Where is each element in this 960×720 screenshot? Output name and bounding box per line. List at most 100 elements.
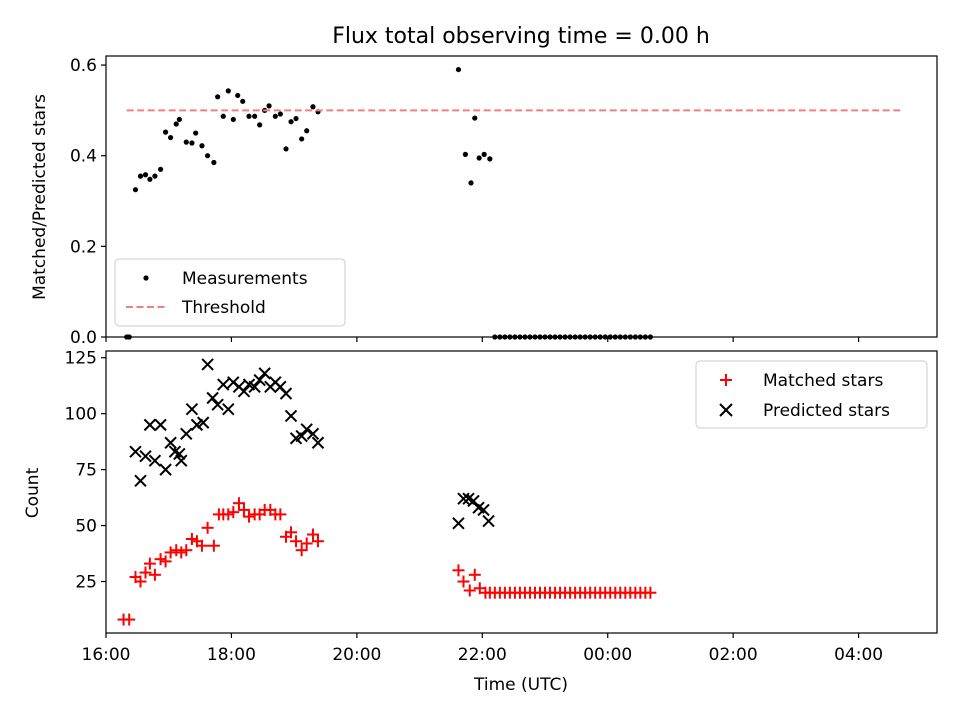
bottom-plot-area xyxy=(117,358,657,626)
bottom-x-tick-label: 16:00 xyxy=(82,645,131,665)
matched-stars-point xyxy=(644,586,657,599)
top-plot-frame xyxy=(105,55,938,338)
bottom-x-axis: 16:00 18:00 20:00 22:00 00:00 02:00 04:00 xyxy=(82,633,883,665)
measurements-point xyxy=(215,94,221,100)
matched-stars-point xyxy=(148,568,161,581)
top-y-tick-label: 0.4 xyxy=(70,147,97,167)
matched-stars-point xyxy=(463,584,476,597)
predicted-stars-point xyxy=(237,385,251,398)
predicted-stars-point xyxy=(248,380,261,394)
matched-stars-point xyxy=(134,575,147,588)
measurements-point xyxy=(283,146,289,152)
measurements-point xyxy=(246,113,252,119)
legend-matched-marker xyxy=(720,374,732,386)
predicted-stars-point xyxy=(457,492,470,505)
measurements-point xyxy=(462,151,468,157)
measurements-point xyxy=(277,111,283,117)
predicted-stars-point xyxy=(295,429,308,443)
top-y-tick-label: 0.6 xyxy=(70,56,97,76)
measurements-point xyxy=(147,176,153,182)
legend-predicted-marker xyxy=(719,403,733,417)
measurements-point xyxy=(230,116,236,123)
predicted-stars-point xyxy=(148,454,162,467)
measurements-point xyxy=(476,155,482,161)
measurements-point xyxy=(225,88,231,94)
matched-stars-point xyxy=(452,564,465,577)
predicted-stars-point xyxy=(467,494,480,508)
matched-stars-point xyxy=(285,526,298,539)
predicted-stars-point xyxy=(134,474,147,488)
measurements-point xyxy=(211,159,217,166)
bottom-y-axis: 25 50 75 100 125 xyxy=(65,349,106,593)
measurements-point xyxy=(468,180,474,186)
measurements-point xyxy=(137,173,144,179)
predicted-stars-point xyxy=(143,418,157,432)
measurements-point xyxy=(272,113,278,119)
matched-stars-point xyxy=(143,557,156,570)
measurements-point xyxy=(304,128,310,134)
matched-stars-point xyxy=(468,568,481,581)
measurements-point xyxy=(293,115,299,122)
predicted-stars-point xyxy=(300,423,313,436)
legend-measurements-label: Measurements xyxy=(182,269,308,289)
matched-stars-point xyxy=(290,535,303,548)
top-y-axis: 0.0 0.2 0.4 0.6 xyxy=(70,56,106,348)
matched-stars-point xyxy=(195,539,208,552)
legend-threshold-label: Threshold xyxy=(181,298,266,318)
bottom-x-tick-label: 00:00 xyxy=(583,645,632,665)
matched-stars-point xyxy=(295,544,308,557)
bottom-legend-box xyxy=(695,360,928,429)
bottom-y-tick-label: 125 xyxy=(65,349,97,369)
predicted-stars-point xyxy=(159,463,172,476)
predicted-stars-point xyxy=(164,436,177,449)
measurements-point xyxy=(157,166,164,172)
measurements-point xyxy=(183,139,189,145)
measurements-point xyxy=(220,113,226,119)
top-x-axis xyxy=(105,337,860,342)
matched-stars-point xyxy=(164,546,177,559)
measurements-point xyxy=(152,173,158,179)
matched-stars-point xyxy=(175,546,188,559)
matched-stars-point xyxy=(123,613,136,626)
measurements-point xyxy=(481,151,487,157)
measurements-point xyxy=(257,122,263,128)
measurements-point xyxy=(205,153,211,159)
predicted-stars-point xyxy=(129,445,142,458)
measurements-point xyxy=(288,119,294,125)
legend-measurements-marker xyxy=(143,275,149,281)
matched-stars-point xyxy=(306,528,319,541)
measurements-point xyxy=(455,66,462,73)
bottom-x-tick-label: 20:00 xyxy=(332,645,381,665)
matched-stars-point xyxy=(232,497,245,510)
bottom-y-tick-label: 100 xyxy=(65,405,97,425)
matched-stars-point xyxy=(457,575,470,588)
measurements-point xyxy=(132,187,139,193)
matched-stars-point xyxy=(139,566,152,579)
bottom-x-tick-label: 22:00 xyxy=(458,645,507,665)
predicted-stars-point xyxy=(185,402,199,416)
predicted-stars-point xyxy=(306,427,320,441)
measurements-point xyxy=(235,92,241,99)
measurements-point xyxy=(310,104,316,110)
matched-stars-point xyxy=(311,535,324,548)
bottom-plot-frame xyxy=(105,350,938,634)
predicted-stars-point xyxy=(482,514,495,528)
measurements-point xyxy=(176,116,182,123)
predicted-stars-point xyxy=(180,427,193,441)
predicted-stars-point xyxy=(175,454,188,467)
matched-stars-point xyxy=(227,506,240,519)
bottom-x-axis-label: Time (UTC) xyxy=(473,675,568,695)
bottom-x-tick-label: 18:00 xyxy=(207,645,256,665)
top-y-tick-label: 0.0 xyxy=(70,328,97,348)
predicted-stars-point xyxy=(139,449,152,463)
predicted-stars-point xyxy=(222,402,235,416)
measurements-point xyxy=(240,98,246,104)
top-legend-box xyxy=(114,258,346,327)
predicted-stars-point xyxy=(217,378,230,391)
legend-matched-label: Matched stars xyxy=(763,371,883,391)
measurements-point xyxy=(162,129,169,135)
matched-stars-point xyxy=(201,521,214,534)
bottom-x-tick-label: 02:00 xyxy=(709,645,758,665)
bottom-y-axis-label: Count xyxy=(23,467,43,518)
matched-stars-point xyxy=(159,555,172,568)
